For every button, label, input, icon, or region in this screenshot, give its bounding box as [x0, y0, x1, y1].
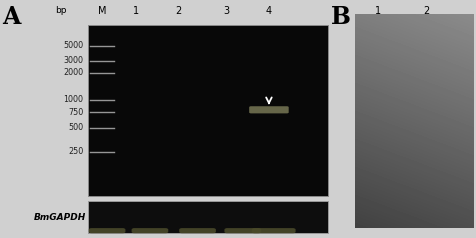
- FancyBboxPatch shape: [179, 228, 216, 233]
- FancyBboxPatch shape: [89, 228, 126, 233]
- Text: 1: 1: [133, 6, 139, 16]
- Text: 1: 1: [376, 6, 381, 16]
- Text: 2000: 2000: [63, 69, 83, 78]
- FancyBboxPatch shape: [252, 228, 296, 233]
- Text: 4: 4: [266, 6, 272, 16]
- Bar: [88, 25, 328, 196]
- Text: 750: 750: [68, 108, 83, 117]
- FancyBboxPatch shape: [131, 228, 169, 233]
- Text: B: B: [331, 5, 351, 29]
- Text: 3: 3: [223, 6, 229, 16]
- Text: BmGAPDH: BmGAPDH: [33, 213, 86, 222]
- Text: M: M: [98, 6, 107, 16]
- Text: 1000: 1000: [63, 95, 83, 104]
- Bar: [88, 201, 328, 233]
- FancyBboxPatch shape: [225, 228, 261, 233]
- Text: bp: bp: [55, 6, 66, 15]
- Text: 500: 500: [68, 123, 83, 132]
- Text: 250: 250: [68, 147, 83, 156]
- FancyBboxPatch shape: [249, 106, 288, 113]
- FancyBboxPatch shape: [395, 115, 433, 121]
- Text: 3000: 3000: [63, 56, 83, 65]
- Text: 5000: 5000: [63, 41, 83, 50]
- Text: 2: 2: [423, 6, 429, 16]
- Text: 2: 2: [175, 6, 182, 16]
- Text: A: A: [2, 5, 21, 29]
